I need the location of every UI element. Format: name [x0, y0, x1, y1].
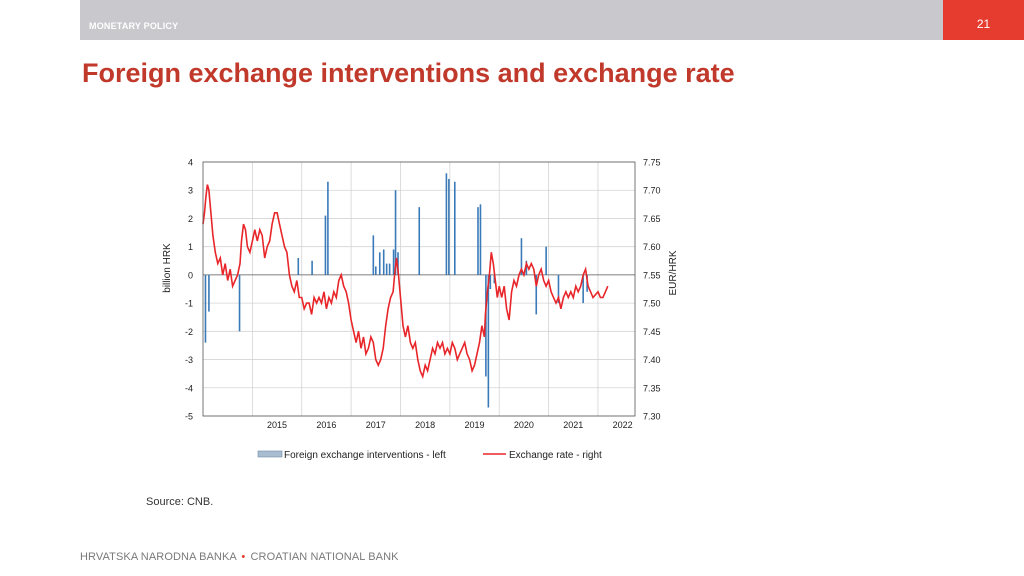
footer: HRVATSKA NARODNA BANKA • CROATIAN NATION… [80, 551, 399, 563]
x-tick-label: 2022 [613, 420, 633, 430]
intervention-bar [311, 260, 313, 275]
intervention-bar [445, 173, 448, 275]
intervention-bar [489, 274, 492, 289]
intervention-bar [493, 274, 496, 284]
footer-separator: • [241, 551, 246, 563]
y-tick-label-left: -5 [185, 412, 193, 422]
intervention-bar [238, 274, 241, 332]
intervention-bar [204, 274, 207, 343]
y-tick-label-right: 7.50 [643, 299, 661, 309]
y-tick-label-right: 7.70 [643, 186, 661, 196]
intervention-bar [448, 178, 450, 275]
chart-grid [203, 161, 635, 417]
legend: Foreign exchange interventions - left Ex… [257, 450, 602, 461]
x-tick-label: 2015 [267, 420, 287, 430]
intervention-bar [479, 204, 482, 275]
y-tick-label-right: 7.75 [643, 158, 661, 168]
intervention-bar [208, 274, 210, 312]
chart-axes: 4 3 2 1 0 -1 -2 -3 -4 -5 7.75 7.70 7.65 7.60 7.55 7.50 7… [185, 158, 661, 431]
intervention-bar [453, 181, 456, 275]
page-number: 21 [976, 17, 991, 31]
legend-bar-label: Foreign exchange interventions - left [284, 450, 446, 461]
y-axis-label-left: billion HRK [162, 243, 173, 293]
intervention-bar [397, 252, 399, 275]
intervention-bar [582, 274, 584, 304]
intervention-bar [385, 263, 388, 275]
intervention-bar [520, 238, 523, 275]
intervention-bar [525, 260, 528, 275]
x-tick-label: 2019 [465, 420, 485, 430]
intervention-bar [327, 181, 329, 275]
y-tick-label-right: 7.60 [643, 242, 661, 252]
intervention-bar [324, 215, 327, 275]
y-tick-label-left: -2 [185, 327, 193, 337]
section-label: MONETARY POLICY [89, 21, 179, 31]
y-tick-label-left: -3 [185, 355, 193, 365]
intervention-bar [394, 190, 397, 275]
intervention-bar [557, 274, 560, 304]
intervention-bar [388, 263, 391, 275]
header-bar: MONETARY POLICY [80, 0, 943, 40]
source-note: Source: CNB. [146, 496, 214, 508]
intervention-bar [477, 207, 479, 275]
intervention-bar [372, 235, 375, 275]
x-tick-label: 2020 [514, 420, 534, 430]
intervention-bar [382, 249, 385, 275]
legend-bar-swatch [257, 450, 283, 458]
y-tick-label-left: 3 [188, 186, 193, 196]
intervention-bar [378, 252, 381, 275]
interventions-bars [204, 173, 588, 408]
x-tick-label: 2017 [366, 420, 386, 430]
y-axis-label-right: EUR/HRK [668, 250, 679, 295]
y-tick-label-right: 7.65 [643, 214, 661, 224]
legend-line-label: Exchange rate - right [509, 450, 602, 461]
y-tick-label-right: 7.30 [643, 412, 661, 422]
x-tick-label: 2021 [563, 420, 583, 430]
intervention-bar [487, 274, 490, 408]
page-number-box: 21 [943, 0, 1024, 40]
intervention-bar [297, 257, 300, 275]
y-tick-label-left: 2 [188, 214, 193, 224]
y-tick-label-right: 7.55 [643, 270, 661, 280]
intervention-bar [545, 246, 547, 275]
intervention-bar [485, 274, 487, 377]
x-tick-label: 2016 [316, 420, 336, 430]
slide-title: Foreign exchange interventions and excha… [82, 58, 735, 88]
y-tick-label-left: 4 [188, 158, 193, 168]
intervention-bar [418, 207, 421, 275]
footer-right: CROATIAN NATIONAL BANK [250, 551, 399, 563]
intervention-bar [535, 274, 538, 315]
x-tick-label: 2018 [415, 420, 435, 430]
y-tick-label-left: -1 [185, 299, 193, 309]
y-tick-label-left: 1 [188, 242, 193, 252]
y-tick-label-right: 7.35 [643, 383, 661, 393]
y-tick-label-left: 0 [188, 270, 193, 280]
footer-left: HRVATSKA NARODNA BANKA [80, 551, 237, 563]
y-tick-label-right: 7.45 [643, 327, 661, 337]
exchange-rate-line [202, 184, 609, 380]
intervention-bar [375, 266, 377, 275]
y-tick-label-right: 7.40 [643, 355, 661, 365]
plot-frame [202, 161, 636, 417]
y-tick-label-left: -4 [185, 383, 193, 393]
intervention-bar [392, 249, 395, 275]
